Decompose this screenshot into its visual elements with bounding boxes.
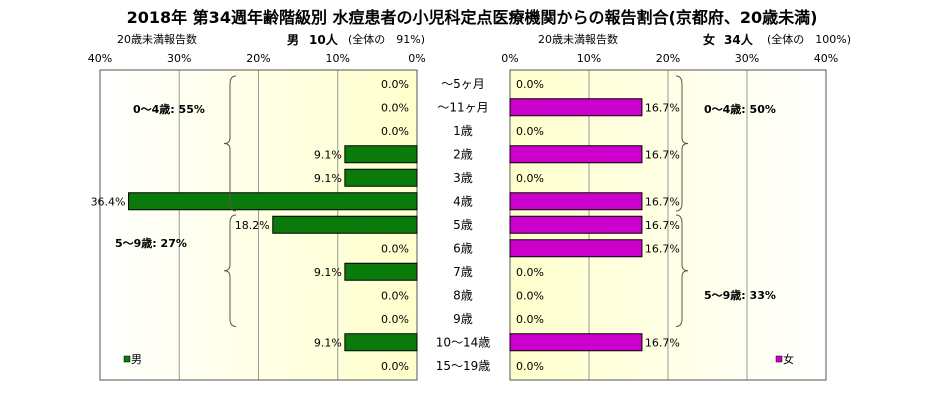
- female-value-label: 16.7%: [645, 195, 680, 208]
- left-tick-label: 0%: [408, 52, 425, 65]
- female-bar: [510, 146, 642, 163]
- male-value-label: 0.0%: [381, 101, 409, 114]
- female-value-label: 0.0%: [516, 78, 544, 91]
- female-bar: [510, 216, 642, 233]
- category-label: 6歳: [453, 241, 473, 255]
- male-value-label: 9.1%: [314, 336, 342, 349]
- category-label: 4歳: [453, 194, 473, 208]
- category-label: ～11ヶ月: [437, 100, 488, 114]
- female-value-label: 16.7%: [645, 219, 680, 232]
- legend-male-swatch: [124, 356, 130, 362]
- female-value-label: 0.0%: [516, 313, 544, 326]
- left-tick-label: 30%: [167, 52, 191, 65]
- male-bar: [345, 263, 417, 280]
- female-value-label: 0.0%: [516, 289, 544, 302]
- female-value-label: 16.7%: [645, 336, 680, 349]
- left-tick-label: 10%: [326, 52, 350, 65]
- right-bracket-label-5-9: 5～9歳: 33%: [704, 288, 776, 302]
- legend-male-label: 男: [131, 353, 142, 366]
- left-tick-label: 40%: [88, 52, 112, 65]
- female-bar: [510, 240, 642, 257]
- male-bar: [345, 334, 417, 351]
- legend-female-swatch: [776, 356, 782, 362]
- male-value-label: 0.0%: [381, 242, 409, 255]
- male-value-label: 18.2%: [235, 219, 270, 232]
- left-bracket-label-5-9: 5～9歳: 27%: [115, 236, 187, 250]
- legend-female-label: 女: [783, 352, 794, 366]
- male-value-label: 0.0%: [381, 360, 409, 373]
- male-value-label: 0.0%: [381, 313, 409, 326]
- male-bar: [129, 193, 417, 210]
- female-value-label: 16.7%: [645, 101, 680, 114]
- category-label: 3歳: [453, 171, 473, 185]
- female-value-label: 0.0%: [516, 172, 544, 185]
- female-bar: [510, 99, 642, 116]
- male-value-label: 9.1%: [314, 172, 342, 185]
- male-bar: [345, 169, 417, 186]
- category-label: 1歳: [453, 124, 473, 138]
- male-value-label: 0.0%: [381, 125, 409, 138]
- female-value-label: 0.0%: [516, 266, 544, 279]
- male-value-label: 9.1%: [314, 266, 342, 279]
- category-label: 5歳: [453, 218, 473, 232]
- right-tick-label: 30%: [735, 52, 759, 65]
- category-label: ～5ヶ月: [441, 77, 485, 91]
- right-bracket-label-0-4: 0～4歳: 50%: [704, 102, 776, 116]
- male-value-label: 0.0%: [381, 78, 409, 91]
- right-tick-label: 40%: [814, 52, 838, 65]
- male-value-label: 36.4%: [91, 195, 126, 208]
- category-label: 15～19歳: [436, 359, 491, 373]
- male-bar: [345, 146, 417, 163]
- female-bar: [510, 193, 642, 210]
- female-value-label: 0.0%: [516, 360, 544, 373]
- category-label: 10～14歳: [436, 335, 491, 349]
- category-label: 2歳: [453, 147, 473, 161]
- left-tick-label: 20%: [246, 52, 270, 65]
- male-value-label: 9.1%: [314, 148, 342, 161]
- male-value-label: 0.0%: [381, 289, 409, 302]
- right-tick-label: 0%: [501, 52, 518, 65]
- category-label: 7歳: [453, 265, 473, 279]
- female-value-label: 16.7%: [645, 148, 680, 161]
- female-bar: [510, 334, 642, 351]
- right-tick-label: 20%: [656, 52, 680, 65]
- male-bar: [273, 216, 417, 233]
- right-tick-label: 10%: [577, 52, 601, 65]
- female-value-label: 16.7%: [645, 242, 680, 255]
- category-label: 8歳: [453, 288, 473, 302]
- category-label: 9歳: [453, 312, 473, 326]
- female-value-label: 0.0%: [516, 125, 544, 138]
- left-bracket-label-0-4: 0～4歳: 55%: [133, 102, 205, 116]
